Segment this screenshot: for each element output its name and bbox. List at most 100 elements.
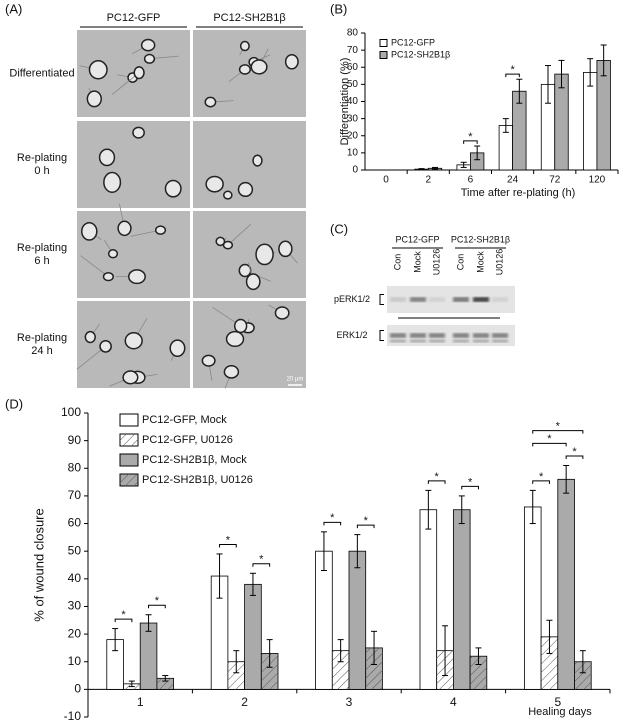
cell: [215, 236, 226, 247]
cell: [124, 332, 143, 350]
cell: [169, 339, 186, 358]
error-bar: [233, 650, 240, 674]
cell: [223, 190, 233, 200]
neurite: [227, 223, 252, 246]
bar-hatch: [261, 653, 279, 690]
cell: [204, 96, 217, 108]
cell: [238, 64, 251, 75]
y-tick-label: 80: [347, 28, 359, 39]
bar: [244, 583, 262, 690]
cell: [86, 90, 103, 108]
blot-label: pERK1/2: [334, 294, 370, 304]
error-bar: [425, 489, 432, 530]
error-bar: [546, 619, 553, 654]
legend-label: PC12-GFP: [391, 37, 435, 47]
significance-star: *: [468, 131, 473, 143]
panel-label: (C): [330, 221, 348, 236]
y-tick-label: 10: [68, 654, 82, 668]
row-label: Differentiated: [9, 67, 74, 79]
significance-bracket: [323, 521, 342, 526]
legend-swatch: [379, 39, 388, 47]
bar: [554, 73, 569, 171]
error-bar: [600, 44, 607, 77]
significance-bracket: [219, 543, 237, 548]
lane-label: Con: [392, 254, 402, 271]
y-tick-label: 50: [68, 543, 82, 557]
group-label: PC12-GFP: [395, 234, 439, 244]
cell: [154, 225, 167, 235]
legend-swatch: [119, 453, 139, 467]
legend-hatch: [120, 474, 138, 486]
cell: [98, 148, 116, 167]
blot-bracket: [379, 294, 384, 305]
row-label: 24 h: [31, 345, 52, 357]
cell: [245, 273, 261, 291]
y-tick-label: 0: [352, 165, 358, 176]
cell: [255, 243, 274, 266]
cell: [164, 179, 182, 198]
bar-hatch: [470, 656, 487, 690]
band: [473, 297, 489, 302]
significance-bracket: [532, 442, 567, 447]
cell: [238, 263, 252, 278]
legend-label: PC12-SH2B1β, U0126: [142, 474, 253, 486]
cell: [274, 306, 290, 320]
significance-bracket: [463, 140, 478, 144]
x-tick-label: 5: [554, 695, 561, 709]
significance-star: *: [435, 471, 440, 483]
error-bar: [563, 465, 570, 494]
significance-star: *: [572, 446, 577, 458]
x-tick-label: 2: [241, 695, 248, 709]
error-bar: [474, 145, 481, 161]
x-axis-label: Time after re-plating (h): [461, 187, 576, 199]
cell: [122, 370, 139, 385]
lane-label: Mock: [412, 251, 422, 273]
scale-bar-label: 20 μm: [287, 377, 304, 383]
panel-label: (B): [330, 1, 347, 16]
x-tick-label: 24: [507, 175, 519, 186]
x-tick-label: 72: [549, 175, 561, 186]
error-bar: [442, 625, 449, 677]
x-tick-label: 1: [137, 695, 144, 709]
bar: [139, 622, 158, 690]
bar-hatch: [227, 661, 245, 690]
cell: [133, 66, 145, 80]
significance-bracket: [461, 485, 479, 490]
error-bar: [558, 59, 565, 89]
row-label: Re-plating: [17, 332, 67, 344]
cell: [107, 248, 119, 259]
bar-hatch: [332, 650, 349, 690]
x-axis-label: Healing days: [528, 706, 592, 718]
x-tick-label: 2: [425, 175, 431, 186]
cell: [225, 330, 245, 348]
y-axis-label: Differentiation (%): [339, 58, 351, 146]
legend-label: PC12-SH2B1β: [391, 49, 450, 59]
error-bar: [266, 639, 273, 668]
significance-bracket: [356, 524, 375, 529]
significance-bracket: [427, 480, 446, 484]
band: [453, 297, 469, 302]
lane-label: Con: [455, 254, 465, 271]
error-bar: [162, 675, 169, 682]
band: [429, 297, 445, 302]
bar: [419, 509, 438, 690]
legend-hatch: [120, 434, 138, 446]
bar-hatch: [541, 636, 558, 690]
y-tick-label: 40: [347, 96, 359, 107]
row-label: 6 h: [34, 255, 49, 267]
cell: [233, 318, 248, 334]
y-tick-label: 80: [68, 460, 82, 474]
band: [410, 339, 426, 343]
y-tick-label: 100: [61, 405, 81, 419]
error-bar: [431, 166, 438, 170]
band: [390, 297, 406, 302]
cell: [140, 38, 156, 52]
cell: [237, 181, 254, 198]
panel-label: (D): [5, 396, 23, 411]
y-tick-label: 60: [347, 62, 359, 73]
bar: [583, 71, 598, 171]
significance-star: *: [556, 421, 561, 433]
error-bar: [579, 650, 586, 674]
column-header: PC12-GFP: [107, 12, 161, 24]
